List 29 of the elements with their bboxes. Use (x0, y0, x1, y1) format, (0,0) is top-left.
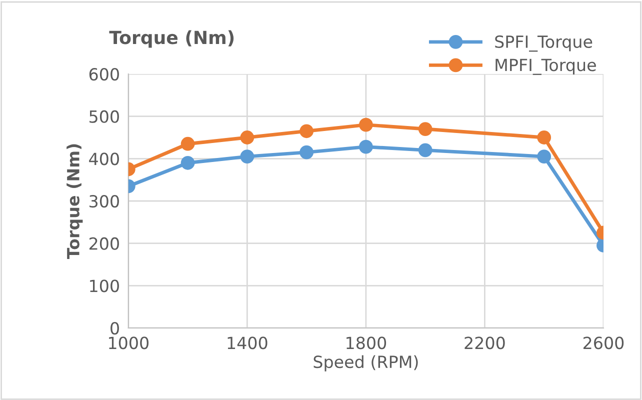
point (300, 124, 314, 138)
point (240, 130, 254, 144)
x-tick-label: 2200 (464, 336, 505, 350)
y-tick-label: 100 (90, 280, 119, 292)
chart-title: Torque (Nm) (109, 30, 234, 48)
point (537, 130, 552, 144)
point (180, 156, 195, 170)
legend-label: SPFI_Torque (495, 35, 592, 52)
point (180, 136, 195, 151)
y-axis-title: Torque (Nm) (66, 144, 83, 260)
x-tick-label: 1400 (228, 336, 268, 350)
point (300, 145, 314, 160)
point (418, 122, 432, 136)
y-tick-label: 200 (89, 237, 119, 250)
y-tick-label: 400 (89, 152, 119, 166)
x-tick-label: 1800 (346, 336, 386, 350)
x-axis-title: Speed (RPM) (314, 355, 418, 372)
x-tick-label: 1000 (109, 336, 148, 350)
y-tick-label: 500 (90, 110, 119, 123)
point (418, 143, 432, 158)
x-tick-label: 2600 (583, 336, 624, 350)
point (240, 150, 254, 164)
y-tick-label: 600 (89, 68, 119, 81)
point (358, 118, 373, 132)
legend-label: MPFI_Torque (496, 58, 596, 75)
y-tick-label: 0 (110, 322, 119, 335)
y-tick-label: 300 (90, 194, 119, 208)
point (537, 150, 552, 164)
point (358, 140, 373, 154)
